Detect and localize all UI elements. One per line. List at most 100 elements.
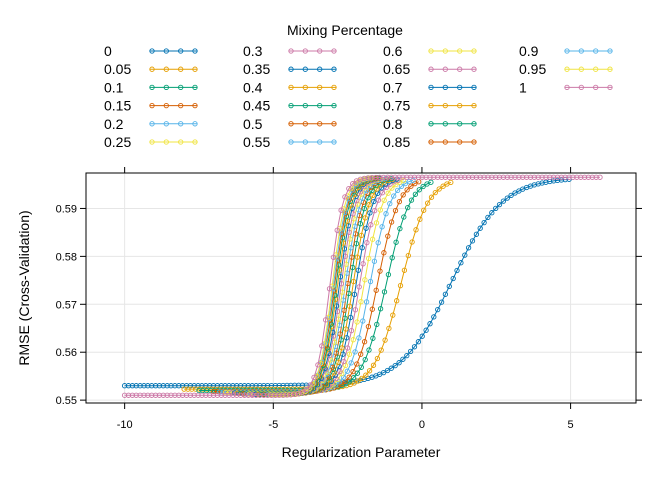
data-point [356,335,362,341]
legend-key-marker [457,66,463,72]
data-point [500,198,507,204]
data-point [385,271,392,278]
data-point [187,392,194,398]
data-point [272,392,279,398]
legend-key-marker [457,48,463,54]
data-point [348,327,355,334]
legend-key-marker [331,84,337,91]
legend-key-marker [457,139,463,145]
data-point [432,189,438,196]
data-point [385,233,391,239]
data-point [438,174,445,180]
data-point [493,174,499,180]
data-point [234,392,240,398]
data-point [249,392,255,398]
data-point [508,174,514,180]
legend-key-marker [471,139,477,145]
data-point [348,360,354,366]
legend-item: 0.6 [383,43,477,59]
data-point [392,362,398,369]
data-point [448,179,454,186]
data-point [462,252,468,258]
data-point [469,174,476,180]
legend-label: 0.9 [519,43,539,59]
legend-label: 0.5 [243,116,263,132]
data-point [473,174,480,180]
data-point [428,179,434,185]
legend-key-marker [428,121,434,127]
legend-key-marker [331,139,337,145]
series-0.35 [231,176,400,396]
legend-key-marker [317,84,323,91]
data-point [393,239,399,245]
legend-title: Mixing Percentage [287,22,403,38]
data-point [160,383,166,389]
data-point [405,204,411,211]
legend-label: 0.05 [104,61,131,77]
data-point [527,174,534,180]
data-point [531,174,537,180]
data-point [570,174,576,180]
data-point [359,245,365,251]
data-point [469,238,476,244]
legend-key-marker [149,102,155,109]
data-point [156,383,163,389]
data-point [133,383,139,389]
data-point [307,382,313,388]
legend-key-marker [442,102,448,109]
legend-key-marker [149,84,155,91]
data-point [404,187,410,193]
data-point [373,174,379,181]
data-point [326,286,333,292]
data-point [366,347,372,353]
data-point [367,210,373,216]
legend-item: 0.9 [519,43,613,59]
data-point [375,197,382,203]
legend-key-marker [607,84,613,91]
data-point [512,174,518,180]
data-point [504,195,510,201]
data-point [450,275,456,282]
legend-key-marker [471,66,477,72]
data-point [230,392,236,398]
data-point [554,174,561,180]
data-point [356,284,362,290]
data-point [369,236,376,242]
data-point [336,267,343,273]
data-point [485,174,491,180]
data-point [423,327,429,333]
legend-key-marker [471,121,477,127]
data-point [419,333,425,339]
data-point [168,392,174,398]
data-point [133,392,139,398]
data-point [330,254,337,260]
data-point [333,375,339,382]
data-point [152,392,159,398]
data-point [164,392,170,398]
data-point [408,183,414,189]
legend-key-marker [163,84,169,91]
data-point [371,198,377,205]
data-point [379,190,386,196]
data-point [481,219,487,226]
data-point [141,392,147,398]
data-point [179,392,186,398]
legend-key-marker [288,102,294,109]
legend-item: 0.65 [383,61,477,77]
series-layer [121,174,603,398]
series-line [199,181,432,391]
data-point [442,174,449,180]
data-point [200,387,206,394]
data-point [388,219,395,225]
data-point [431,174,437,180]
y-axis-title: RMSE (Cross-Validation) [16,210,32,365]
data-point [377,306,384,312]
data-point [354,361,360,367]
legend-label: 0.65 [383,61,410,77]
data-point [257,392,263,398]
data-point [344,368,350,374]
legend-item: 0 [104,43,198,59]
legend-label: 0.85 [383,134,410,150]
data-point [516,174,522,180]
legend-key-marker [192,84,198,91]
